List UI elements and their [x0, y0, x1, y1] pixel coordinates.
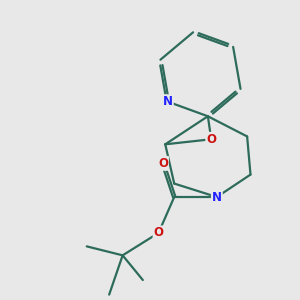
Text: N: N: [212, 190, 222, 203]
Text: O: O: [158, 157, 168, 170]
Text: O: O: [154, 226, 164, 239]
Text: O: O: [206, 133, 216, 146]
Text: N: N: [163, 95, 173, 108]
